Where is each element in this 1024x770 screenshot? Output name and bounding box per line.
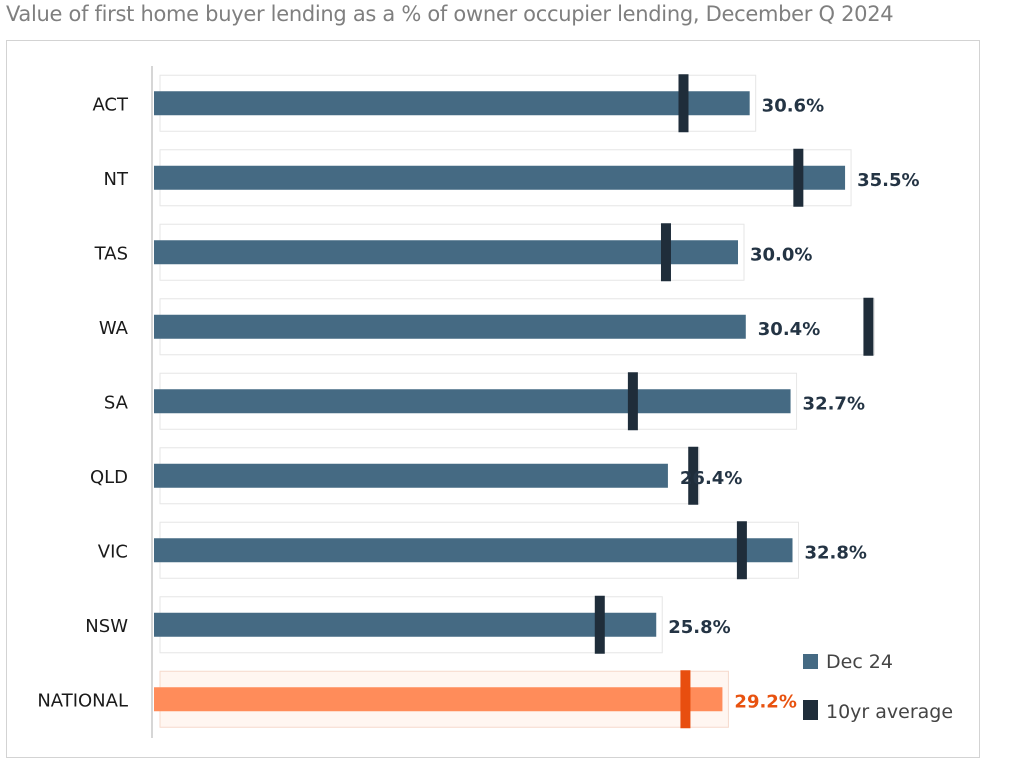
avg-marker-qld — [688, 446, 699, 505]
avg-marker-wa — [863, 297, 874, 356]
value-label-nt: 35.5% — [857, 170, 919, 191]
legend-label-dec24: Dec 24 — [826, 651, 893, 673]
category-label-sa: SA — [104, 392, 129, 413]
category-label-nt: NT — [104, 169, 129, 190]
legend-label-10yr-average: 10yr average — [826, 701, 953, 723]
bar-nsw — [154, 612, 657, 637]
chart-frame — [6, 40, 980, 758]
value-label-nsw: 25.8% — [668, 617, 730, 638]
value-label-national: 29.2% — [734, 691, 796, 712]
avg-marker-nt — [793, 148, 804, 207]
legend-swatch-dec24 — [803, 654, 818, 669]
category-label-wa: WA — [99, 318, 129, 339]
bar-wa — [154, 314, 746, 339]
avg-marker-vic — [736, 521, 747, 580]
legend-swatch-10yr-average — [803, 700, 818, 720]
bar-act — [154, 91, 750, 116]
category-label-national: NATIONAL — [37, 690, 128, 711]
value-label-tas: 30.0% — [750, 244, 812, 265]
category-label-nsw: NSW — [85, 616, 128, 637]
value-label-wa: 30.4% — [758, 319, 820, 340]
labels: ACT 30.6% NT 35.5% TAS 30.0% WA 30.4% SA 32.7% QLD… — [37, 94, 919, 712]
avg-marker-national — [680, 670, 691, 729]
value-label-vic: 32.8% — [805, 542, 867, 563]
bar-national — [154, 687, 723, 712]
avg-marker-tas — [660, 223, 671, 282]
avg-marker-sa — [627, 372, 638, 431]
value-label-act: 30.6% — [762, 95, 824, 116]
bar-sa — [154, 389, 791, 414]
chart-title: Value of first home buyer lending as a %… — [6, 2, 894, 26]
category-label-tas: TAS — [94, 243, 128, 264]
avg-marker-nsw — [594, 595, 605, 654]
legend: Dec 24 10yr average — [803, 651, 953, 723]
bar-vic — [154, 538, 793, 563]
category-label-qld: QLD — [90, 467, 128, 488]
value-label-sa: 32.7% — [803, 393, 865, 414]
bar-nt — [154, 165, 846, 190]
bars — [154, 74, 874, 729]
category-label-vic: VIC — [98, 541, 128, 562]
bar-tas — [154, 240, 738, 265]
category-label-act: ACT — [92, 94, 129, 115]
bar-qld — [154, 463, 668, 488]
value-label-qld: 26.4% — [680, 468, 742, 489]
avg-marker-act — [678, 74, 689, 133]
